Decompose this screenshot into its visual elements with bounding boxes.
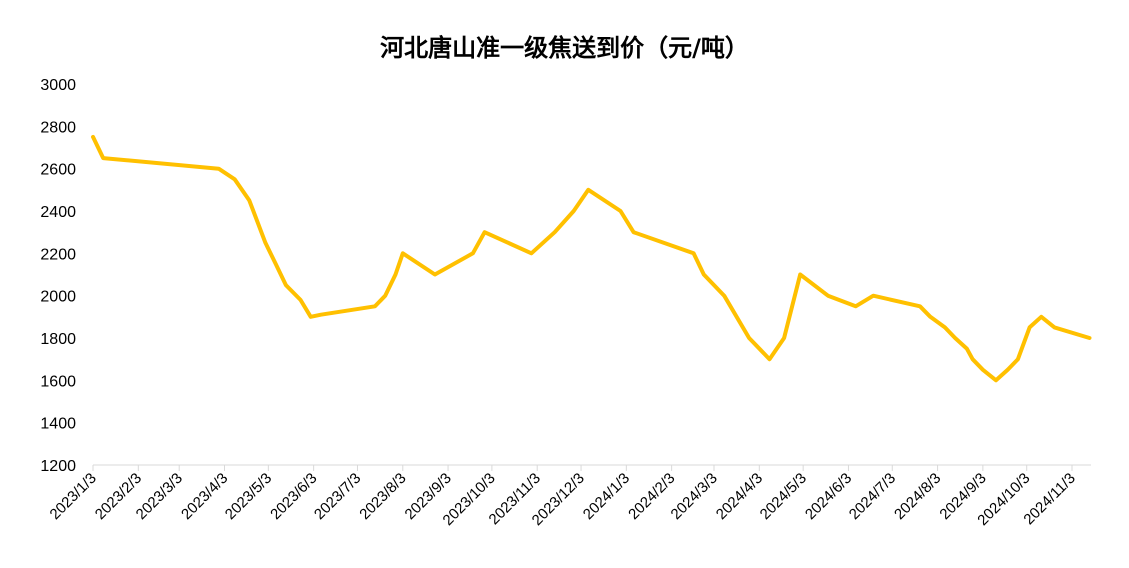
chart-title: 河北唐山准一级焦送到价（元/吨） — [380, 34, 749, 62]
x-tick-label: 2023/7/3 — [311, 470, 364, 523]
x-tick-label: 2024/6/3 — [802, 470, 855, 523]
y-tick-label: 2400 — [40, 204, 76, 221]
y-tick-label: 3000 — [40, 77, 76, 94]
plot-area — [91, 134, 1092, 383]
y-tick-label: 2200 — [40, 246, 76, 263]
y-tick-label: 2000 — [40, 289, 76, 306]
x-tick-label: 2024/3/3 — [668, 470, 721, 523]
x-tick-label: 2024/8/3 — [891, 470, 944, 523]
y-tick-label: 1600 — [40, 373, 76, 390]
y-tick-label: 1400 — [40, 416, 76, 433]
y-tick-label: 2600 — [40, 162, 76, 179]
x-tick-label: 2024/1/3 — [580, 470, 633, 523]
x-axis: 2023/1/32023/2/32023/3/32023/4/32023/5/3… — [47, 464, 1091, 529]
y-axis: 1200 1400 1600 1800 2000 2200 2400 2600 2800 3000 — [40, 77, 76, 475]
x-tick-label: 2024/5/3 — [757, 470, 810, 523]
x-tick-label: 2023/6/3 — [267, 470, 320, 523]
x-tick-label: 2024/7/3 — [846, 470, 899, 523]
x-tick-label: 2023/5/3 — [222, 470, 275, 523]
x-tick-label: 2023/4/3 — [178, 470, 231, 523]
x-tick-label: 2024/4/3 — [713, 470, 766, 523]
y-tick-label: 1800 — [40, 331, 76, 348]
y-tick-label: 1200 — [40, 458, 76, 475]
x-tick-label: 2023/8/3 — [356, 470, 409, 523]
series-line — [91, 134, 1092, 383]
x-tick-label: 2023/1/3 — [47, 470, 100, 523]
y-tick-label: 2800 — [40, 119, 76, 136]
